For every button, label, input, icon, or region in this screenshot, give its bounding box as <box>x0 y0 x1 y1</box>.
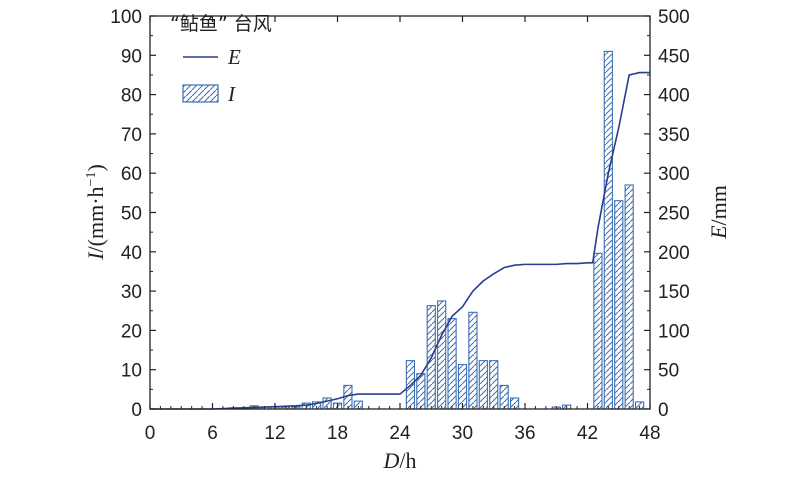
y-right-tick-label: 150 <box>658 282 690 303</box>
legend-bar-swatch <box>182 84 219 103</box>
bar-i-44 <box>603 50 613 410</box>
bar-i-31 <box>468 311 478 410</box>
y-left-tick-label: 100 <box>110 7 142 28</box>
bar-i-29 <box>447 318 457 410</box>
x-tick-label: 0 <box>145 423 156 444</box>
bar-i-43 <box>593 252 603 410</box>
x-tick-label: 18 <box>327 423 348 444</box>
y-axis-right-title: E/mm <box>706 185 731 240</box>
y-left-tick-label: 30 <box>121 282 142 303</box>
y-right-tick-label: 250 <box>658 204 690 225</box>
bar-i-33 <box>489 360 499 410</box>
bar-i-30 <box>457 364 468 410</box>
intensity-bars <box>228 50 645 410</box>
x-tick-label: 36 <box>514 423 535 444</box>
x-tick-label: 30 <box>452 423 473 444</box>
y-left-tick-label: 50 <box>121 204 142 225</box>
x-tick-label: 48 <box>639 423 660 444</box>
y-right-tick-label: 400 <box>658 86 690 107</box>
cumulative-line <box>150 71 650 410</box>
y-right-tick-label: 50 <box>658 361 679 382</box>
plot-frame <box>149 15 651 410</box>
y-right-tick-label: 350 <box>658 125 690 146</box>
y-right-tick-label: 200 <box>658 243 690 264</box>
bar-i-45 <box>614 200 624 410</box>
y-right-tick-label: 300 <box>658 164 690 185</box>
axis-ticks: 0 6 12 18 24 30 36 42 48010203040506070809010005… <box>110 7 689 444</box>
bar-i-46 <box>624 184 634 410</box>
y-left-tick-label: 80 <box>121 86 142 107</box>
bar-i-32 <box>478 360 488 410</box>
line-e <box>150 71 650 410</box>
bar-i-34 <box>499 384 509 410</box>
x-tick-label: 42 <box>577 423 598 444</box>
bar-i-28 <box>437 300 447 410</box>
x-tick-label: 24 <box>389 423 411 444</box>
y-right-tick-label: 450 <box>658 46 690 67</box>
y-right-tick-label: 0 <box>658 400 669 421</box>
y-left-tick-label: 10 <box>121 361 142 382</box>
x-tick-label: 6 <box>207 423 218 444</box>
y-left-tick-label: 20 <box>121 321 142 342</box>
x-axis-title: D/h <box>382 448 416 473</box>
legend-label-e: E <box>227 45 241 69</box>
y-right-tick-label: 100 <box>658 321 690 342</box>
y-right-tick-label: 500 <box>658 7 690 28</box>
y-left-tick-label: 70 <box>121 125 142 146</box>
y-left-tick-label: 0 <box>131 400 142 421</box>
y-left-tick-label: 40 <box>121 243 142 264</box>
chart-title: “鲇鱼” 台风 <box>170 13 272 35</box>
y-axis-left-title: I/(mm·h−1) <box>83 164 108 261</box>
x-tick-label: 12 <box>264 423 285 444</box>
y-left-tick-label: 60 <box>121 164 142 185</box>
legend-label-i: I <box>227 82 236 106</box>
y-left-tick-label: 90 <box>121 46 142 67</box>
